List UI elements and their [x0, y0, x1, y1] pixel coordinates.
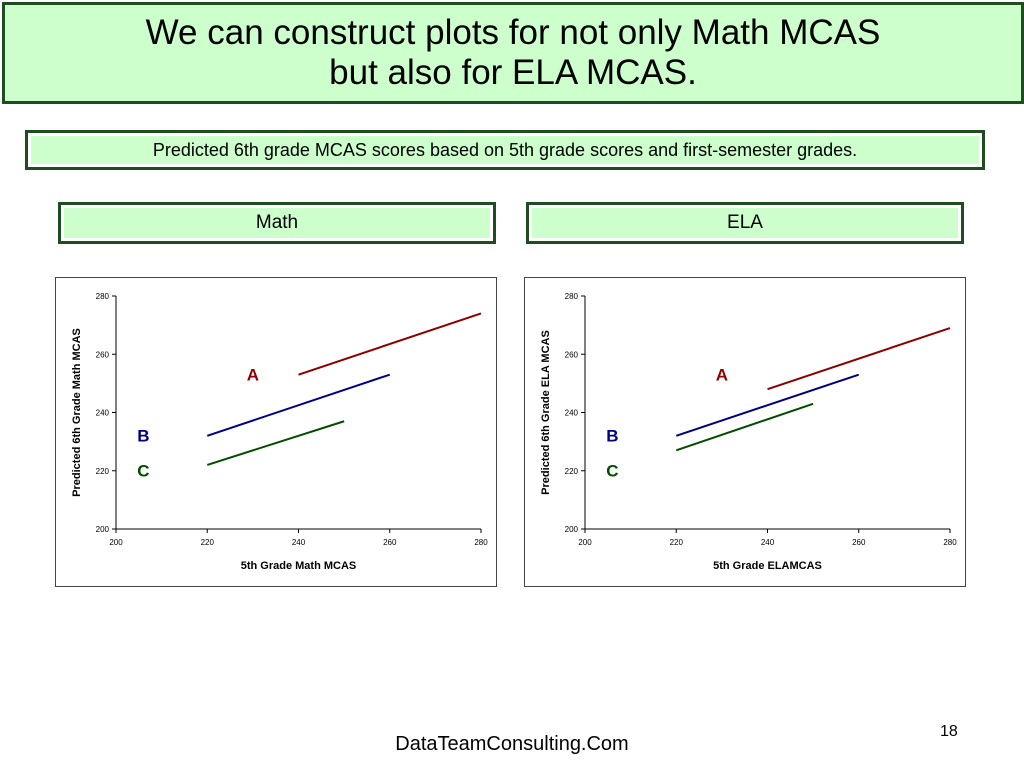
y-tick-label: 280: [565, 292, 579, 301]
slide-title: We can construct plots for not only Math…: [145, 13, 881, 92]
series-line-a: [298, 312, 482, 376]
series-line-a: [767, 327, 951, 391]
series-label-a: A: [716, 365, 728, 384]
math-chart-svg: 200 220 240 260 280 200 220 240 260 280 5th Grade …: [71, 292, 488, 572]
y-tick-label: 260: [96, 350, 110, 359]
y-axis-label: Predicted 6th Grade Math MCAS: [71, 328, 83, 497]
math-chart: 200 220 240 260 280 200 220 240 260 280 5th Grade …: [55, 277, 497, 587]
subtitle-text: Predicted 6th grade MCAS scores based on…: [31, 136, 979, 164]
math-label: Math: [64, 208, 490, 238]
subtitle-box: Predicted 6th grade MCAS scores based on…: [25, 130, 985, 170]
series-line-c: [675, 402, 814, 452]
ela-chart-svg: 200 220 240 260 280 200 220 240 260 280 5th Grade …: [540, 292, 957, 572]
x-tick-label: 260: [383, 538, 397, 547]
page-number: 18: [940, 723, 958, 740]
y-tick-label: 200: [96, 525, 110, 534]
x-tick-label: 220: [670, 538, 684, 547]
x-tick-label: 220: [201, 538, 215, 547]
y-tick-label: 200: [565, 525, 579, 534]
ela-label-box: ELA: [526, 202, 964, 244]
series-label-b: B: [137, 427, 149, 446]
series-label-b: B: [606, 427, 618, 446]
series-line-b: [206, 373, 391, 437]
y-tick-label: 240: [96, 409, 110, 418]
y-tick-label: 240: [565, 409, 579, 418]
y-axis-label: Predicted 6th Grade ELA MCAS: [540, 330, 552, 495]
series-label-c: C: [137, 462, 149, 481]
y-tick-label: 220: [565, 467, 579, 476]
x-axis-label: 5th Grade Math MCAS: [241, 560, 357, 572]
x-tick-label: 240: [292, 538, 306, 547]
x-axis-label: 5th Grade ELAMCAS: [713, 560, 822, 572]
x-tick-label: 280: [474, 538, 488, 547]
y-tick-label: 260: [565, 350, 579, 359]
y-tick-label: 220: [96, 467, 110, 476]
ela-chart: 200 220 240 260 280 200 220 240 260 280 5th Grade …: [524, 277, 966, 587]
series-line-b: [675, 373, 860, 437]
footer-text: DataTeamConsulting.Com: [395, 733, 629, 755]
x-tick-label: 200: [578, 538, 592, 547]
x-tick-label: 240: [761, 538, 775, 547]
series-label-a: A: [247, 365, 259, 384]
x-tick-label: 200: [109, 538, 123, 547]
math-label-box: Math: [58, 202, 496, 244]
slide-title-box: We can construct plots for not only Math…: [2, 2, 1024, 104]
x-tick-label: 280: [943, 538, 957, 547]
series-label-c: C: [606, 462, 618, 481]
y-tick-label: 280: [96, 292, 110, 301]
ela-label: ELA: [532, 208, 958, 238]
series-line-c: [206, 420, 345, 466]
x-tick-label: 260: [852, 538, 866, 547]
